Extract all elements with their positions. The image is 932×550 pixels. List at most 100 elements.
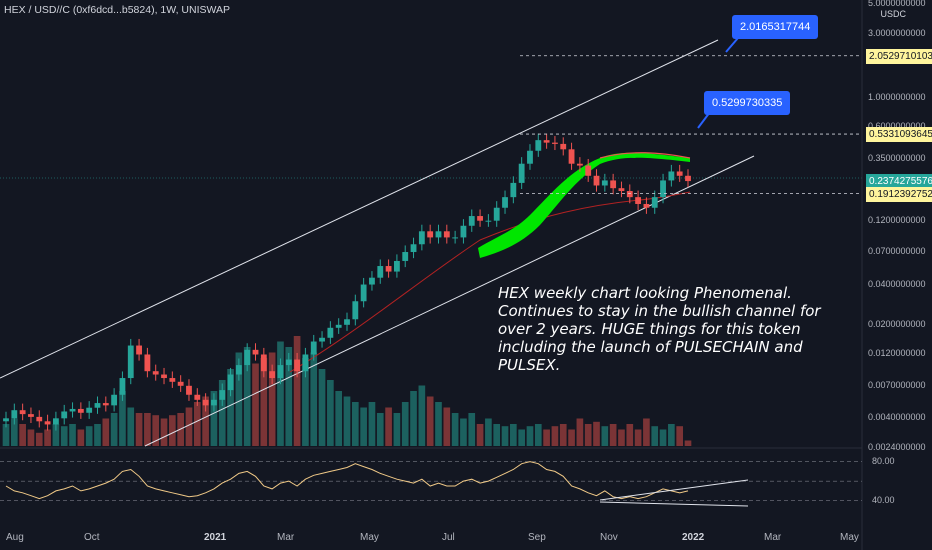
- candle-body: [111, 394, 118, 406]
- candle-body: [593, 175, 600, 186]
- volume-bar: [534, 424, 542, 446]
- candle-body: [535, 140, 542, 151]
- volume-bar: [343, 396, 351, 446]
- candle-body: [435, 231, 442, 238]
- volume-bar: [460, 418, 467, 446]
- candle-body: [277, 365, 284, 379]
- candle-body: [360, 284, 367, 302]
- volume-bar: [510, 424, 517, 446]
- candle-body: [269, 371, 276, 379]
- volume-bar: [85, 426, 93, 446]
- time-tick-label: Sep: [528, 532, 546, 543]
- candle-body: [194, 394, 201, 400]
- volume-bar: [35, 432, 43, 446]
- time-tick-label: May: [360, 532, 379, 543]
- candle-body: [427, 231, 434, 238]
- candle-body: [227, 374, 234, 391]
- volume-bar: [293, 336, 301, 446]
- volume-bar: [210, 391, 218, 446]
- volume-bar: [651, 426, 659, 446]
- volume-bar: [110, 413, 118, 446]
- candle-body: [327, 327, 334, 338]
- candle-body: [136, 345, 142, 355]
- candle-body: [393, 260, 400, 272]
- candle-body: [3, 418, 9, 422]
- price-tick-label: 0.0024000000: [868, 442, 926, 452]
- candle-body: [585, 165, 592, 176]
- candle-body: [518, 163, 525, 183]
- price-tick-label: 0.1200000000: [868, 214, 926, 225]
- candle-body: [527, 150, 533, 164]
- callout-pointer: [725, 37, 739, 53]
- candle-body: [443, 231, 450, 238]
- candle-body: [635, 197, 642, 204]
- symbol-header[interactable]: HEX / USD//C (0xf6dcd...b5824), 1W, UNIS…: [4, 4, 231, 16]
- volume-bar: [102, 418, 110, 446]
- candle-body: [452, 237, 459, 239]
- volume-bar: [485, 418, 492, 446]
- candle-body: [685, 175, 691, 182]
- candle-body: [19, 410, 26, 415]
- price-tick-label: 0.3500000000: [868, 152, 926, 163]
- volume-bar: [69, 424, 76, 446]
- candle-body: [460, 225, 467, 238]
- volume-bar: [268, 352, 276, 446]
- volume-bar: [351, 402, 359, 446]
- volume-bar: [443, 407, 451, 446]
- fast-ma-line: [599, 152, 691, 159]
- volume-bar: [401, 402, 409, 446]
- trend-channel[interactable]: [0, 39, 755, 447]
- volume-bar: [327, 380, 334, 446]
- price-callout-lower[interactable]: 0.5299730335: [704, 91, 791, 115]
- candle-body: [61, 411, 68, 419]
- candle-body: [285, 359, 292, 366]
- candle-body: [302, 354, 309, 372]
- volume-bar: [335, 391, 343, 446]
- volume-bar: [543, 429, 550, 446]
- volume-bar: [668, 424, 675, 446]
- candle-body: [28, 414, 34, 417]
- candle-body: [169, 378, 176, 382]
- candle-body: [294, 359, 301, 372]
- volume-bar: [144, 413, 151, 446]
- chart-annotation-text[interactable]: HEX weekly chart looking Phenomenal. Con…: [498, 284, 821, 374]
- candle-body: [502, 197, 508, 208]
- price-badge-label: 0.5331093645: [869, 129, 932, 141]
- candle-body: [369, 277, 375, 285]
- candle-body: [119, 378, 126, 395]
- volume-bar: [526, 426, 534, 446]
- volume-bar: [618, 429, 625, 446]
- volume-bar: [476, 424, 484, 446]
- candle-body: [202, 399, 209, 406]
- volume-bar: [152, 415, 160, 446]
- volume-bar: [659, 429, 667, 446]
- volume-bar: [360, 407, 367, 446]
- price-tick-label: 0.6000000000: [868, 121, 930, 131]
- time-tick-label: Mar: [277, 532, 295, 543]
- currency-label: USDC: [880, 9, 906, 19]
- time-tick-label: 2021: [204, 532, 227, 543]
- volume-bar: [551, 426, 559, 446]
- candle-body: [385, 266, 392, 272]
- candle-body: [568, 149, 575, 164]
- rsi-upper-trendline: [599, 479, 749, 501]
- volume-bar: [626, 424, 634, 446]
- volume-bar: [202, 396, 209, 446]
- volume-bar: [135, 413, 143, 446]
- volume-bar: [218, 380, 226, 446]
- candle-body: [344, 319, 350, 325]
- price-badge-label: 0.1912392752: [869, 188, 932, 200]
- candle-body: [161, 374, 167, 379]
- candle-body: [352, 301, 359, 320]
- volume-bar: [493, 424, 501, 446]
- volume-bar: [568, 429, 575, 446]
- candle-body: [244, 349, 251, 366]
- volume-bar: [451, 413, 459, 446]
- candle-body: [477, 216, 483, 221]
- volume-bars: [2, 336, 692, 446]
- price-callout-upper[interactable]: 2.0165317744: [732, 15, 819, 39]
- time-tick-label: Aug: [6, 532, 24, 543]
- volume-bar: [684, 440, 692, 446]
- price-tick-label: 0.0400000000: [868, 278, 926, 289]
